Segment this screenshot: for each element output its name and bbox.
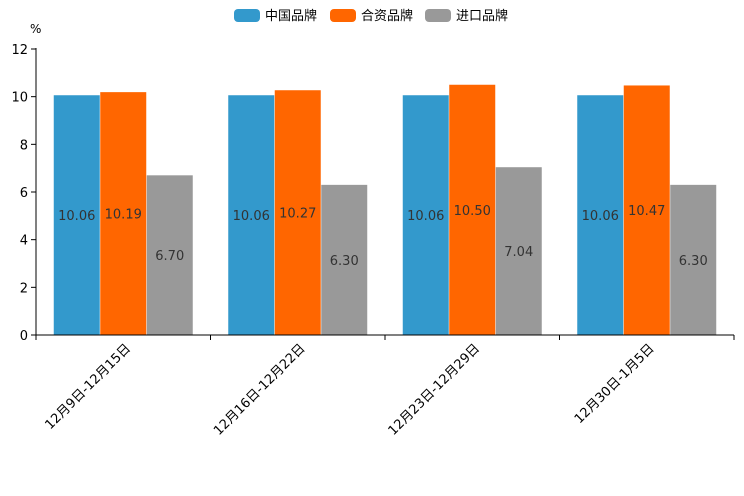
bars: 10.06 10.19 6.70 10.06 10.27 6.30 10.06 10.50 7.… xyxy=(53,84,717,336)
y-tick-label-10: 10 xyxy=(11,91,28,106)
y-tick-label-2: 2 xyxy=(20,281,28,296)
bar-2-1 xyxy=(100,92,147,335)
data-label-3-4: 6.30 xyxy=(679,254,708,269)
bar-1-3 xyxy=(402,95,449,335)
data-label-3-3: 7.04 xyxy=(504,245,533,260)
bar-3-3 xyxy=(495,167,542,335)
data-label-1-1: 10.06 xyxy=(58,209,95,224)
data-label-3-2: 6.30 xyxy=(330,254,359,269)
legend-label-1: 中国品牌 xyxy=(265,8,317,24)
bar-3-2 xyxy=(321,184,368,335)
data-label-2-3: 10.50 xyxy=(454,204,491,219)
x-category-label-3: 12月23日-12月29日 xyxy=(386,341,483,438)
bar-1-2 xyxy=(228,95,275,335)
data-label-2-4: 10.47 xyxy=(628,204,665,219)
legend-swatch-3 xyxy=(425,9,451,22)
data-label-2-2: 10.27 xyxy=(279,207,316,222)
x-axis: 12月9日-12月15日 12月16日-12月22日 12月23日-12月29日 12… xyxy=(35,334,735,439)
bar-1-4 xyxy=(577,95,624,335)
bar-3-4 xyxy=(670,184,717,335)
y-axis-unit-label: % xyxy=(30,22,41,36)
y-tick-label-4: 4 xyxy=(20,234,28,249)
x-category-label-2: 12月16日-12月22日 xyxy=(211,341,308,438)
bar-1-1 xyxy=(53,95,100,335)
bar-2-2 xyxy=(274,90,321,336)
legend-label-2: 合资品牌 xyxy=(361,8,413,24)
data-label-1-2: 10.06 xyxy=(233,209,270,224)
bar-2-4 xyxy=(623,85,670,335)
legend-swatch-2 xyxy=(330,9,356,22)
bar-3-1 xyxy=(146,175,193,335)
y-tick-label-0: 0 xyxy=(20,329,28,344)
x-category-label-4: 12月30日-1月5日 xyxy=(572,341,658,427)
data-label-3-1: 6.70 xyxy=(155,249,184,264)
y-tick-label-8: 8 xyxy=(20,138,28,153)
bar-2-3 xyxy=(449,84,496,335)
y-tick-label-12: 12 xyxy=(11,43,28,58)
legend-label-3: 进口品牌 xyxy=(456,8,508,24)
y-tick-label-6: 6 xyxy=(20,186,28,201)
data-label-1-4: 10.06 xyxy=(582,209,619,224)
y-axis: 0 2 4 6 8 10 12 xyxy=(11,43,37,344)
legend-swatch-1 xyxy=(234,9,260,22)
data-label-1-3: 10.06 xyxy=(407,209,444,224)
legend: 中国品牌 合资品牌 进口品牌 xyxy=(234,8,508,24)
x-category-label-1: 12月9日-12月15日 xyxy=(42,341,134,433)
data-label-2-1: 10.19 xyxy=(105,208,142,223)
